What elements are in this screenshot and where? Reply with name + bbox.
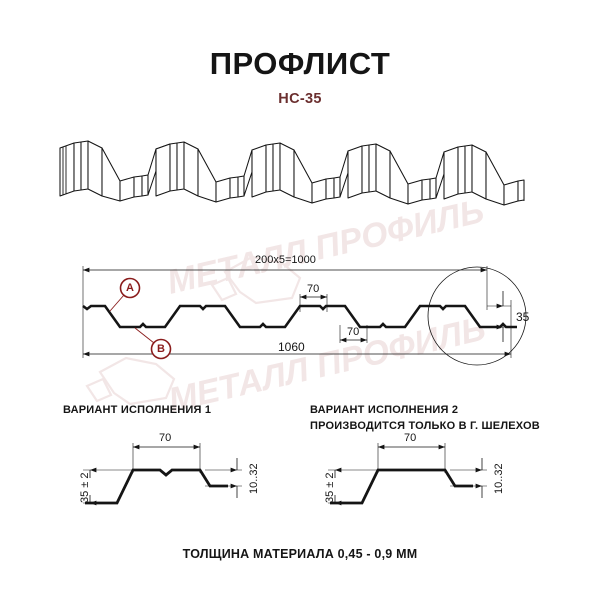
profile-outline-path: [82, 304, 517, 329]
variant-2-drawing: [328, 443, 487, 506]
variant-1-drawing: [83, 443, 242, 506]
variant-2-caption: ВАРИАНТ ИСПОЛНЕНИЯ 2 ПРОИЗВОДИТСЯ ТОЛЬКО…: [310, 404, 540, 432]
variant1-dimensions: [83, 444, 238, 506]
callout-b-label: B: [157, 343, 165, 355]
variant2-height-label: 35 ± 2: [324, 472, 336, 503]
dim-overall-bottom: 1060: [278, 340, 305, 354]
variant2-extension-lines: [328, 443, 487, 487]
variant1-top-width-label: 70: [159, 432, 172, 444]
material-thickness-note: ТОЛЩИНА МАТЕРИАЛА 0,45 - 0,9 ММ: [182, 547, 418, 561]
variant2-dimensions: [328, 444, 483, 506]
variant1-profile-path: [85, 468, 228, 505]
isometric-sheet-illustration: [59, 140, 525, 206]
dim-valley-width: 70: [347, 326, 360, 338]
dim-overall-top: 200x5=1000: [255, 254, 316, 266]
dim-profile-height: 35: [516, 310, 530, 324]
variant2-edge-label: 10..32: [493, 463, 505, 494]
variant1-extension-lines: [83, 443, 242, 487]
dimension-line-rib-width: [299, 294, 328, 312]
variant2-profile-path: [330, 468, 473, 505]
title-block: ПРОФЛИСТ НС-35: [0, 48, 600, 107]
callout-a-label: A: [126, 282, 134, 294]
dimension-line-profile-height: [487, 291, 511, 342]
watermark-logo-icon-2: [85, 356, 176, 406]
model-subtitle: НС-35: [278, 91, 322, 107]
variant2-top-width-label: 70: [404, 432, 417, 444]
detail-zoom-circle: [427, 266, 527, 366]
watermark-text-top: МЕТАЛЛ ПРОФИЛЬ: [164, 192, 488, 302]
variant1-height-label: 35 ± 2: [79, 472, 91, 503]
page-title: ПРОФЛИСТ: [209, 46, 391, 81]
variant1-edge-label: 10..32: [248, 463, 260, 494]
variant-1-caption: ВАРИАНТ ИСПОЛНЕНИЯ 1: [63, 404, 212, 416]
dim-rib-width: 70: [307, 283, 320, 295]
